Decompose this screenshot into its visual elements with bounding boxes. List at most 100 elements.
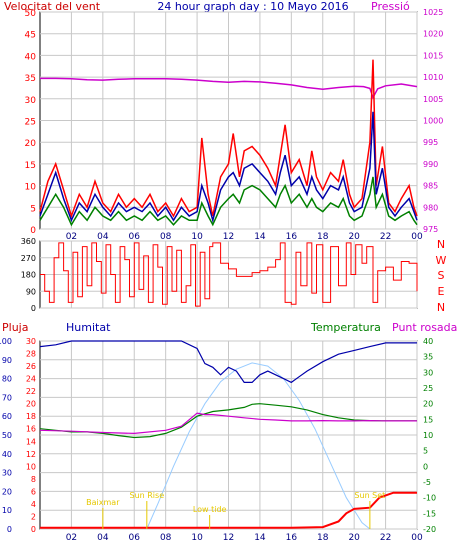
pressure-tick-label: 1005: [423, 95, 443, 104]
hour-tick-label: 08: [160, 533, 172, 543]
pressure-y-axis: 975 980 985 990 995 1000 1005 1010 1015 1020 1025: [423, 8, 443, 234]
wind-direction-line: [40, 242, 418, 307]
temperature-label: Temperatura: [310, 321, 381, 334]
wind-grid: [40, 11, 418, 230]
hour-tick-label: 22: [380, 232, 391, 242]
rain-tick-label: 8: [31, 475, 36, 484]
event-label: Baixmar: [86, 498, 120, 507]
humidity-tick-label: 40: [2, 450, 12, 459]
dewpoint-line: [39, 412, 417, 435]
pressure-tick-label: 1015: [423, 51, 443, 60]
humidity-tick-label: 50: [2, 431, 12, 440]
event-label: Low tide: [193, 505, 227, 514]
pressure-tick-label: 1025: [423, 8, 443, 17]
wind-tick-label: 40: [25, 52, 37, 62]
direction-tick-label: 0: [31, 304, 36, 313]
cardinal-label: W: [436, 254, 447, 267]
pressure-tick-label: 1020: [423, 30, 443, 39]
wind-tick-label: 30: [25, 96, 37, 106]
rain-tick-label: 2: [31, 512, 36, 521]
wind-tick-label: 0: [30, 226, 36, 236]
humidity-tick-label: 30: [2, 469, 12, 478]
hour-tick-label: 10: [191, 232, 203, 242]
rain-tick-label: 30: [26, 337, 36, 346]
hour-tick-label: 16: [286, 232, 298, 242]
humidity-tick-label: 10: [2, 506, 12, 515]
pressure-tick-label: 975: [423, 225, 438, 234]
rain-tick-label: 22: [26, 387, 36, 396]
rain-label: Pluja: [2, 321, 28, 334]
wind-tick-label: 20: [25, 139, 37, 149]
hour-tick-label: 04: [97, 533, 109, 543]
pressure-tick-label: 990: [423, 160, 438, 169]
direction-lines: [40, 242, 418, 307]
hour-tick-label: 06: [129, 232, 141, 242]
wind-average-line: [39, 176, 418, 227]
hour-tick-label: 22: [380, 533, 391, 543]
rain-line: [40, 491, 417, 529]
temperature-tick-label: 40: [423, 337, 433, 346]
hour-tick-label: 14: [254, 232, 266, 242]
direction-y-axis: 0 90 180 270 360: [21, 237, 36, 313]
temperature-tick-label: -15: [423, 509, 436, 518]
pressure-tick-label: 985: [423, 182, 438, 191]
temperature-y-axis: -20 -15 -10 -5 0 5 10 15 20 25 30 35 40: [423, 337, 436, 534]
event-label: Sun Rise: [129, 491, 164, 500]
cardinal-label: E: [438, 285, 445, 298]
temperature-tick-label: 35: [423, 353, 433, 362]
hour-tick-label: 02: [66, 232, 77, 242]
temp-grid: [40, 340, 418, 530]
hour-tick-label: 20: [348, 533, 360, 543]
temp-x-axis: 02 04 06 08 10 12 14 16 18 20 22 00: [66, 533, 423, 543]
rain-tick-label: 14: [26, 437, 36, 446]
humidity-label: Humitat: [66, 321, 111, 334]
wind-pressure-panel: Velocitat del vent 24 hour graph day : 1…: [4, 0, 443, 242]
rain-tick-label: 26: [26, 362, 36, 371]
cardinal-label: N: [437, 301, 445, 314]
hour-tick-label: 06: [129, 533, 141, 543]
wind-tick-label: 35: [25, 74, 36, 84]
temperature-tick-label: 5: [423, 447, 428, 456]
humidity-line: [39, 340, 417, 384]
direction-tick-label: 360: [21, 237, 36, 246]
temperature-tick-label: -20: [423, 525, 436, 534]
humidity-y-axis: 0 10 20 30 40 50 60 70 80 90 100: [0, 337, 12, 534]
wind-tick-label: 15: [25, 161, 36, 171]
temperature-tick-label: 10: [423, 431, 433, 440]
rain-tick-label: 18: [26, 412, 36, 421]
pressure-tick-label: 1000: [423, 117, 443, 126]
rain-tick-label: 4: [31, 500, 36, 509]
wind-x-axis: 02 04 06 08 10 12 14 16 18 20 22 00: [66, 232, 423, 242]
wind-tick-label: 25: [25, 118, 36, 128]
temp-lines: [39, 340, 417, 530]
solar-radiation-line: [146, 362, 371, 530]
hour-tick-label: 10: [191, 533, 203, 543]
rain-tick-label: 12: [26, 450, 36, 459]
direction-tick-label: 90: [26, 287, 36, 296]
humidity-tick-label: 100: [0, 337, 12, 346]
rain-tick-label: 0: [31, 525, 36, 534]
temperature-tick-label: 15: [423, 415, 433, 424]
humidity-tick-label: 70: [2, 393, 12, 402]
rain-tick-label: 6: [31, 487, 36, 496]
hour-tick-label: 12: [223, 533, 234, 543]
hour-tick-label: 16: [286, 533, 298, 543]
pressure-tick-label: 995: [423, 138, 438, 147]
wind-y-axis: 0 5 10 15 20 25 30 35 40 45 50: [25, 9, 37, 236]
temperature-tick-label: 30: [423, 368, 433, 377]
humidity-tick-label: 0: [7, 525, 12, 534]
humidity-tick-label: 90: [2, 356, 12, 365]
wind-speed-label: Velocitat del vent: [4, 0, 101, 13]
temperature-tick-label: -5: [423, 478, 431, 487]
direction-tick-label: 270: [21, 254, 36, 263]
rain-tick-label: 24: [26, 375, 36, 384]
event-label: Sun Set: [354, 491, 385, 500]
hour-tick-label: 02: [66, 533, 77, 543]
rain-tick-label: 16: [26, 425, 36, 434]
wind-tick-label: 10: [25, 183, 37, 193]
wind-tick-label: 50: [25, 9, 37, 19]
